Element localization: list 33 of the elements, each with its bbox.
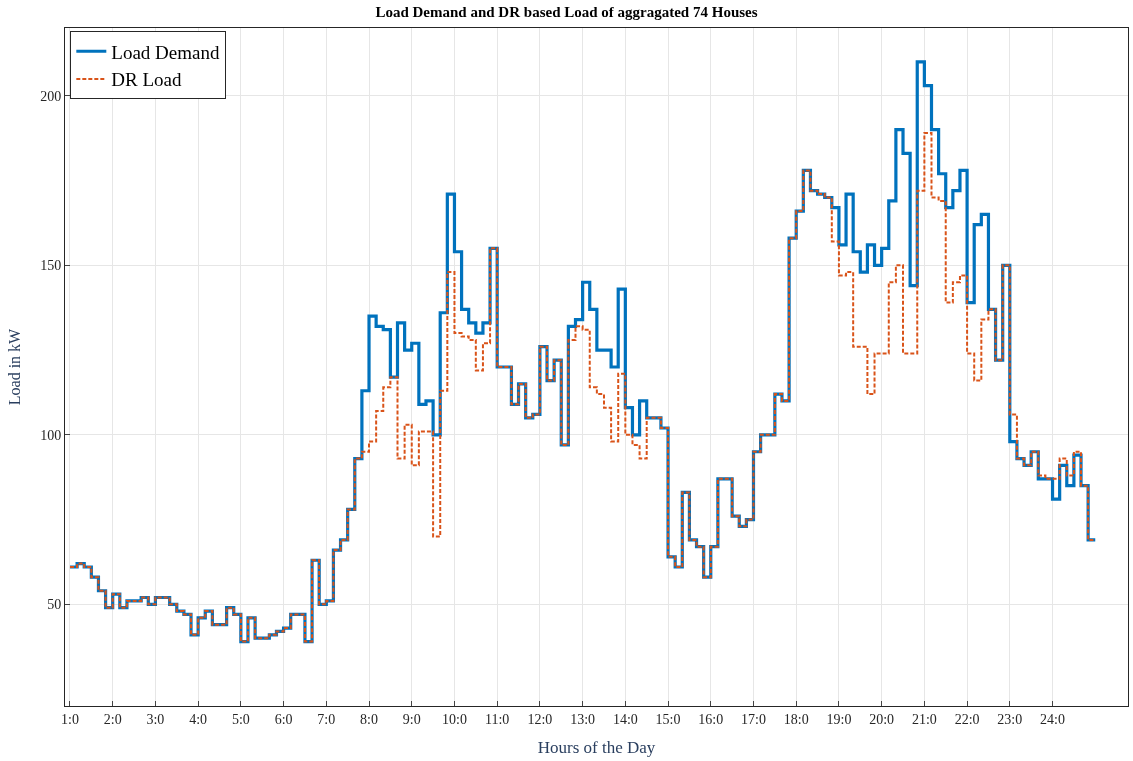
y-tick-label: 150 [40, 258, 62, 274]
x-tick-label: 2:0 [103, 711, 122, 727]
x-axis-title: Hours of the Day [537, 738, 656, 758]
x-tick-label: 18:0 [783, 711, 809, 727]
x-tick-label: 12:0 [527, 711, 553, 727]
legend-label: Load Demand [111, 41, 220, 63]
x-tick-label: 13:0 [570, 711, 596, 727]
x-tick-label: 5:0 [231, 711, 250, 727]
chart-title: Load Demand and DR based Load of aggragated 74 Houses [375, 3, 758, 20]
x-tick-label: 6:0 [274, 711, 293, 727]
x-tick-label: 4:0 [189, 711, 208, 727]
legend-label: DR Load [111, 69, 182, 91]
x-tick-label: 11:0 [484, 711, 510, 727]
x-tick-label: 17:0 [741, 711, 766, 727]
x-tick-label: 24:0 [1040, 711, 1065, 727]
x-tick-label: 1:0 [61, 711, 79, 727]
y-axis-title: Load in kW [6, 327, 24, 406]
x-tick-label: 8:0 [360, 711, 378, 727]
x-tick-label: 19:0 [826, 711, 852, 727]
x-tick-label: 23:0 [997, 711, 1023, 727]
y-tick-label: 200 [40, 88, 62, 104]
x-tick-label: 21:0 [911, 711, 937, 727]
x-tick-label: 7:0 [317, 711, 336, 727]
x-tick-label: 10:0 [442, 711, 467, 727]
x-tick-label: 3:0 [146, 711, 165, 727]
y-tick-label: 50 [47, 597, 62, 613]
y-tick-label: 100 [40, 427, 62, 443]
x-tick-label: 9:0 [402, 711, 421, 727]
x-tick-label: 22:0 [954, 711, 980, 727]
x-tick-label: 14:0 [612, 711, 638, 727]
x-tick-label: 16:0 [698, 711, 724, 727]
x-tick-label: 15:0 [655, 711, 681, 727]
x-tick-label: 20:0 [869, 711, 895, 727]
